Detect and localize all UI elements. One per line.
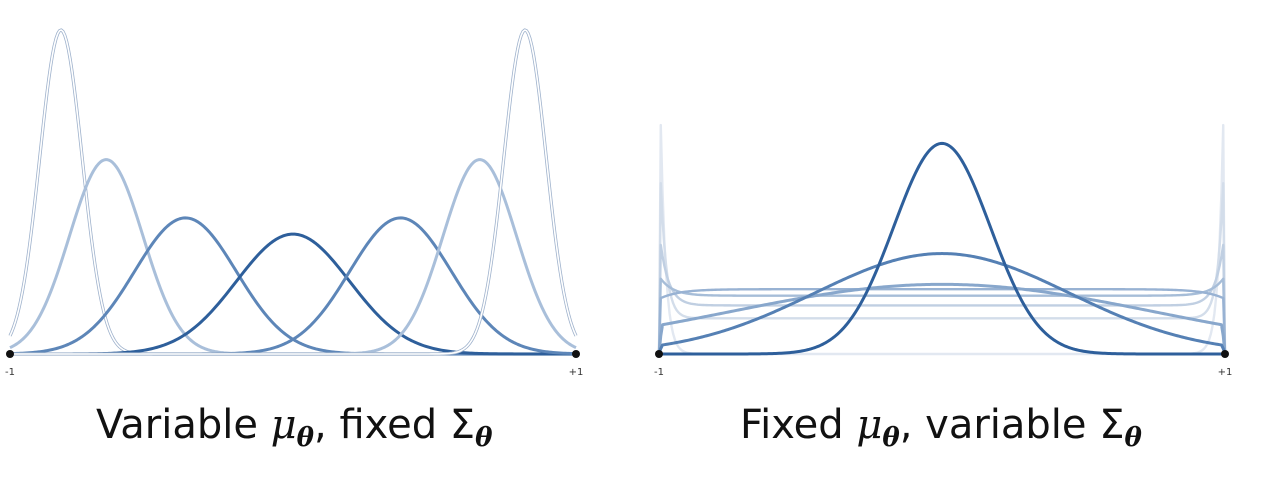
- series-group: [8, 28, 578, 356]
- series-line-0: [657, 123, 1227, 356]
- series-line-6: [10, 28, 578, 356]
- theta-subscript: θ: [1124, 423, 1142, 453]
- caption-right: Fixed μθ, variable Σθ: [740, 402, 1142, 453]
- series-line-7: [659, 141, 1225, 356]
- tick-label-max: +1: [569, 367, 584, 378]
- series-line-4: [10, 216, 577, 356]
- sigma-symbol: Σ: [1099, 402, 1125, 448]
- series-line-2: [657, 243, 1227, 355]
- series-line-1: [657, 182, 1227, 355]
- tick-label-max: +1: [1218, 367, 1233, 378]
- tick-label-min: -1: [654, 367, 664, 378]
- endpoint-dot-left: [6, 350, 14, 358]
- series-line-3: [657, 277, 1227, 355]
- caption-text: , variable: [899, 402, 1100, 448]
- series-line-5: [657, 282, 1227, 355]
- endpoint-dot-right: [572, 350, 580, 358]
- series-line-6: [657, 252, 1227, 355]
- caption-text: Variable: [96, 402, 271, 448]
- caption-text: , fixed: [314, 402, 450, 448]
- tick-label-min: -1: [5, 367, 15, 378]
- series-line-0-inner: [9, 29, 576, 355]
- endpoint-dot-left: [655, 350, 663, 358]
- chart-variable-covariance: -1 +1: [654, 123, 1233, 378]
- caption-text: Fixed: [740, 402, 857, 448]
- series-line-0: [8, 28, 576, 356]
- endpoint-dot-right: [1221, 350, 1229, 358]
- series-line-6-inner: [10, 29, 577, 355]
- series-line-3: [10, 232, 576, 356]
- mu-symbol: μ: [270, 402, 297, 448]
- caption-left: Variable μθ, fixed Σθ: [96, 402, 492, 453]
- theta-subscript: θ: [475, 423, 493, 453]
- series-group: [657, 123, 1227, 356]
- theta-subscript: θ: [882, 423, 900, 453]
- series-line-4: [657, 288, 1227, 355]
- mu-symbol: μ: [856, 402, 883, 448]
- chart-variable-mean: -1 +1: [5, 28, 584, 378]
- series-line-2: [9, 216, 576, 356]
- theta-subscript: θ: [296, 423, 315, 453]
- sigma-symbol: Σ: [449, 402, 476, 448]
